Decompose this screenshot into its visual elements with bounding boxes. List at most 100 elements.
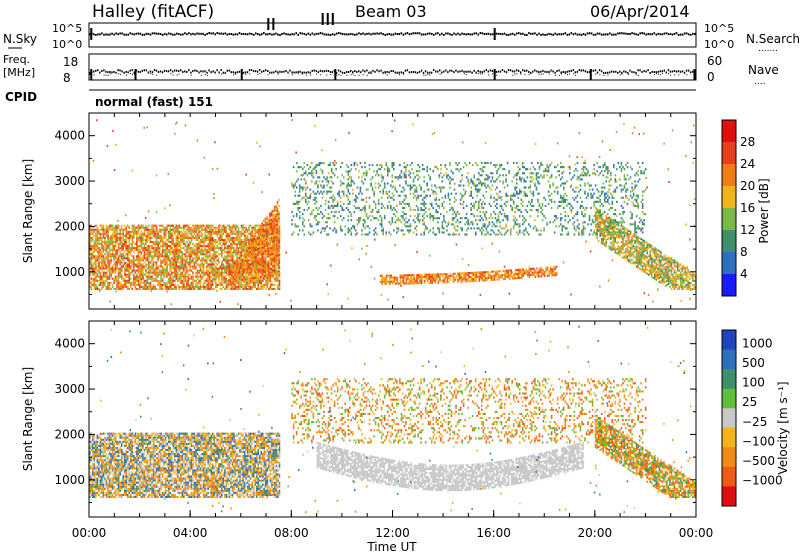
- heatmap-cell: [202, 238, 205, 242]
- heatmap-cell: [210, 230, 212, 233]
- heatmap-cell: [95, 236, 97, 239]
- heatmap-cell: [177, 275, 179, 278]
- heatmap-cell: [210, 283, 212, 286]
- heatmap-cell: [232, 264, 235, 267]
- heatmap-cell: [161, 277, 164, 280]
- nave-sample: [654, 73, 656, 75]
- heatmap-cell: [235, 271, 238, 274]
- heatmap-cell: [183, 226, 185, 229]
- heatmap-cell: [90, 281, 93, 284]
- heatmap-cell: [252, 242, 254, 245]
- nave-sample: [465, 74, 467, 76]
- freq-sample: [224, 71, 226, 74]
- heatmap-cell: [266, 235, 268, 238]
- heatmap-cell: [152, 287, 155, 291]
- heatmap-cell: [239, 230, 241, 233]
- heatmap-cell: [152, 249, 155, 252]
- heatmap-cell: [501, 274, 503, 277]
- heatmap-cell: [263, 246, 265, 249]
- nsky-sample: [513, 33, 516, 36]
- heatmap-cell: [233, 285, 235, 288]
- heatmap-cell: [309, 213, 312, 216]
- heatmap-cell: [237, 267, 239, 270]
- heatmap-cell: [224, 242, 226, 246]
- freq-sample: [93, 70, 95, 73]
- heatmap-cell: [236, 251, 238, 254]
- heatmap-cell: [267, 261, 270, 265]
- heatmap-cell: [256, 263, 259, 267]
- heatmap-cell: [196, 238, 199, 242]
- nsky-sample: [161, 33, 164, 36]
- nsky-sample: [521, 32, 524, 35]
- heatmap-cell: [276, 231, 279, 234]
- heatmap-cell: [104, 261, 106, 264]
- nsky-sample: [196, 32, 198, 35]
- heatmap-cell: [129, 234, 132, 237]
- heatmap-cell: [93, 281, 96, 284]
- heatmap-cell: [166, 263, 168, 266]
- nave-sample: [233, 74, 235, 76]
- heatmap-cell: [243, 285, 246, 288]
- heatmap-cell: [199, 230, 202, 233]
- heatmap-cell: [252, 279, 254, 282]
- freq-sample: [127, 71, 129, 74]
- nsky-spike: [267, 18, 270, 30]
- heatmap-cell: [133, 265, 135, 268]
- heatmap-cell: [213, 267, 216, 270]
- heatmap-cell: [152, 285, 155, 288]
- heatmap-cell: [154, 234, 156, 237]
- heatmap-cell: [275, 230, 277, 233]
- heatmap-cell: [269, 269, 271, 272]
- nsky-sample: [101, 32, 103, 35]
- heatmap-cell: [269, 247, 271, 250]
- heatmap-cell: [234, 253, 237, 256]
- nsky-sample: [600, 33, 603, 36]
- heatmap-cell: [170, 247, 173, 250]
- heatmap-cell: [277, 277, 279, 280]
- heatmap-cell: [211, 271, 214, 274]
- heatmap-cell: [242, 228, 244, 231]
- heatmap-cell: [436, 275, 438, 278]
- heatmap-cell: [89, 245, 91, 248]
- heatmap-cell: [407, 278, 409, 281]
- heatmap-cell: [202, 265, 205, 268]
- nsky-sample: [337, 32, 340, 35]
- heatmap-cell: [413, 276, 415, 279]
- heatmap-cell: [252, 228, 255, 231]
- heatmap-cell: [210, 271, 212, 274]
- heatmap-cell: [199, 281, 202, 284]
- heatmap-cell: [183, 234, 185, 237]
- heatmap-cell: [469, 271, 471, 275]
- heatmap-cell: [120, 245, 123, 248]
- heatmap-cell: [239, 275, 241, 278]
- heatmap-cell: [385, 278, 388, 281]
- heatmap-cell: [261, 271, 264, 274]
- heatmap-cell: [222, 281, 225, 284]
- heatmap-cell: [272, 230, 274, 233]
- nsky-sample: [693, 32, 696, 35]
- heatmap-cell: [245, 267, 247, 270]
- freq-sample: [534, 69, 536, 72]
- heatmap-cell: [166, 261, 168, 264]
- heatmap-cell: [98, 283, 100, 286]
- nave-sample: [291, 74, 293, 76]
- heatmap-cell: [172, 230, 175, 233]
- heatmap-cell: [119, 271, 121, 274]
- heatmap-cell: [243, 238, 246, 242]
- nsky-sample: [437, 32, 439, 35]
- heatmap-cell: [170, 261, 173, 264]
- heatmap-cell: [157, 236, 159, 239]
- heatmap-cell: [143, 238, 146, 242]
- heatmap-cell: [266, 224, 269, 227]
- freq-sample: [392, 70, 394, 73]
- heatmap-cell: [294, 182, 296, 185]
- heatmap-cell: [145, 236, 147, 239]
- heatmap-cell: [439, 273, 441, 276]
- nave-dots: ....: [754, 77, 765, 87]
- heatmap-cell: [201, 251, 203, 254]
- heatmap-cell: [98, 232, 100, 235]
- heatmap-cell: [178, 279, 181, 282]
- heatmap-cell: [221, 255, 223, 258]
- freq-sample: [683, 71, 686, 74]
- heatmap-cell: [217, 224, 220, 227]
